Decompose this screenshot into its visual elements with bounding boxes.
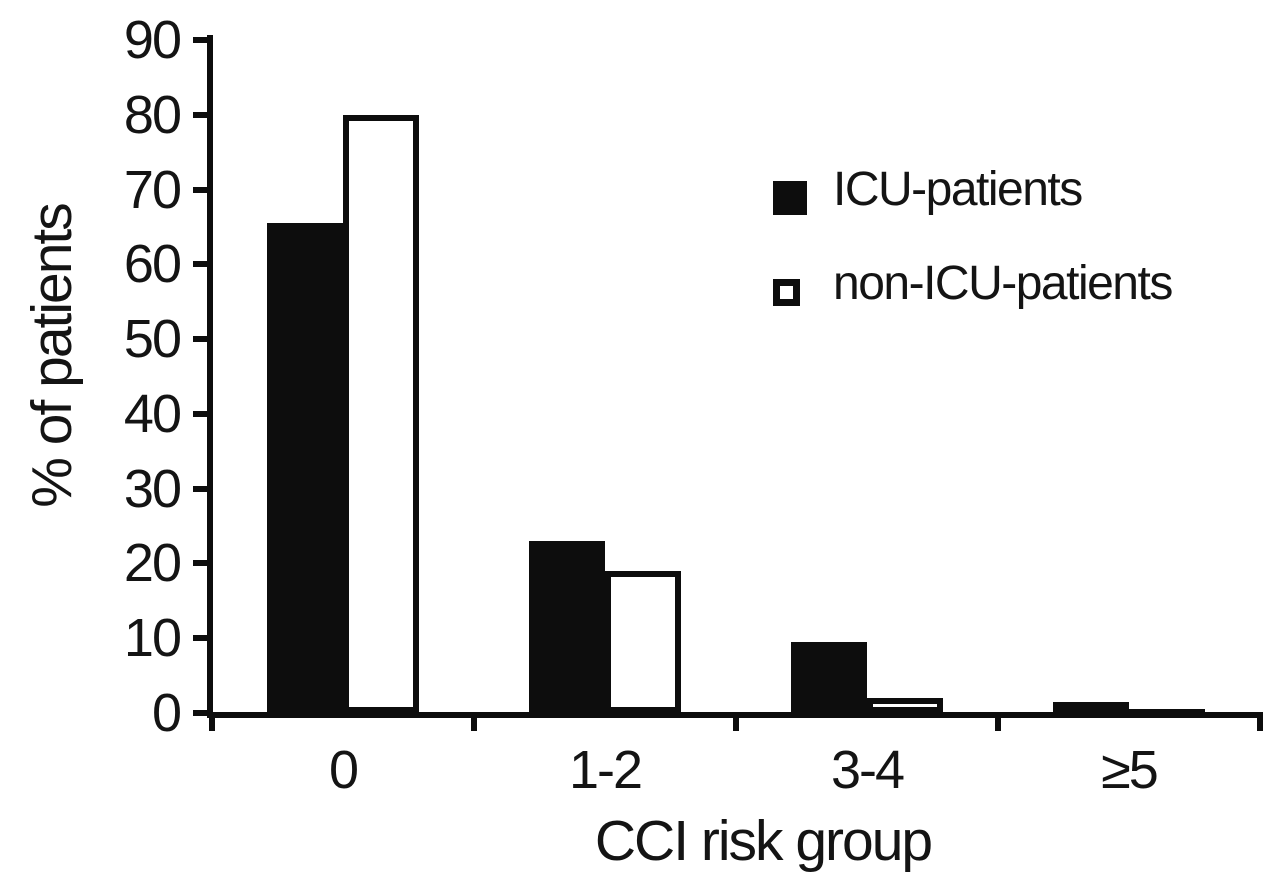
y-tick-label-0: 0 <box>151 683 182 743</box>
legend-item-icu-patients: ICU-patients <box>773 163 1172 216</box>
bar-non-icu-patients-3-4 <box>867 698 943 713</box>
bar-non-icu-patients--5 <box>1129 709 1205 713</box>
y-tick-label-70: 70 <box>123 160 182 220</box>
y-tick-0 <box>193 710 210 716</box>
x-tick-2 <box>733 712 739 731</box>
y-tick-20 <box>193 560 210 566</box>
y-tick-40 <box>193 411 210 417</box>
legend-item-non-icu-patients: non-ICU-patients <box>773 257 1173 310</box>
y-tick-label-20: 20 <box>123 533 182 593</box>
x-category-label-2: 3-4 <box>830 740 905 800</box>
legend-label-icu-patients: ICU-patients <box>833 162 1083 216</box>
bar-icu-patients-3-4 <box>791 642 867 713</box>
x-category-label-0: 0 <box>328 740 359 800</box>
x-tick-0 <box>209 712 215 731</box>
x-axis-title: CCI risk group <box>594 809 933 873</box>
y-tick-60 <box>193 261 210 267</box>
y-tick-10 <box>193 635 210 641</box>
y-tick-90 <box>193 37 210 43</box>
bar-non-icu-patients-0 <box>343 115 419 713</box>
y-tick-label-30: 30 <box>123 459 182 519</box>
x-category-label-1: 1-2 <box>568 740 643 800</box>
legend: ICU-patients non-ICU-patients <box>773 163 1173 369</box>
bar-icu-patients-0 <box>267 223 343 713</box>
filled-square-icon <box>773 181 807 215</box>
x-category-label-3: ≥5 <box>1101 740 1159 800</box>
x-tick-3 <box>995 712 1001 731</box>
bar-non-icu-patients-1-2 <box>605 571 681 713</box>
x-tick-4 <box>1257 712 1263 731</box>
legend-label-non-icu-patients: non-ICU-patients <box>833 256 1173 310</box>
y-tick-50 <box>193 336 210 342</box>
y-tick-label-80: 80 <box>123 85 182 145</box>
y-tick-label-90: 90 <box>123 10 182 70</box>
bar-icu-patients--5 <box>1053 702 1129 713</box>
y-axis-line <box>207 35 213 718</box>
x-tick-1 <box>471 712 477 731</box>
legend-swatch-wrap <box>773 275 807 309</box>
y-tick-label-50: 50 <box>123 309 182 369</box>
y-tick-70 <box>193 187 210 193</box>
y-tick-30 <box>193 486 210 492</box>
legend-swatch-wrap <box>773 181 807 215</box>
y-tick-label-40: 40 <box>123 384 182 444</box>
y-tick-label-60: 60 <box>123 234 182 294</box>
outlined-square-icon <box>773 278 800 306</box>
bar-icu-patients-1-2 <box>529 541 605 713</box>
y-tick-80 <box>193 112 210 118</box>
y-tick-label-10: 10 <box>123 608 182 668</box>
